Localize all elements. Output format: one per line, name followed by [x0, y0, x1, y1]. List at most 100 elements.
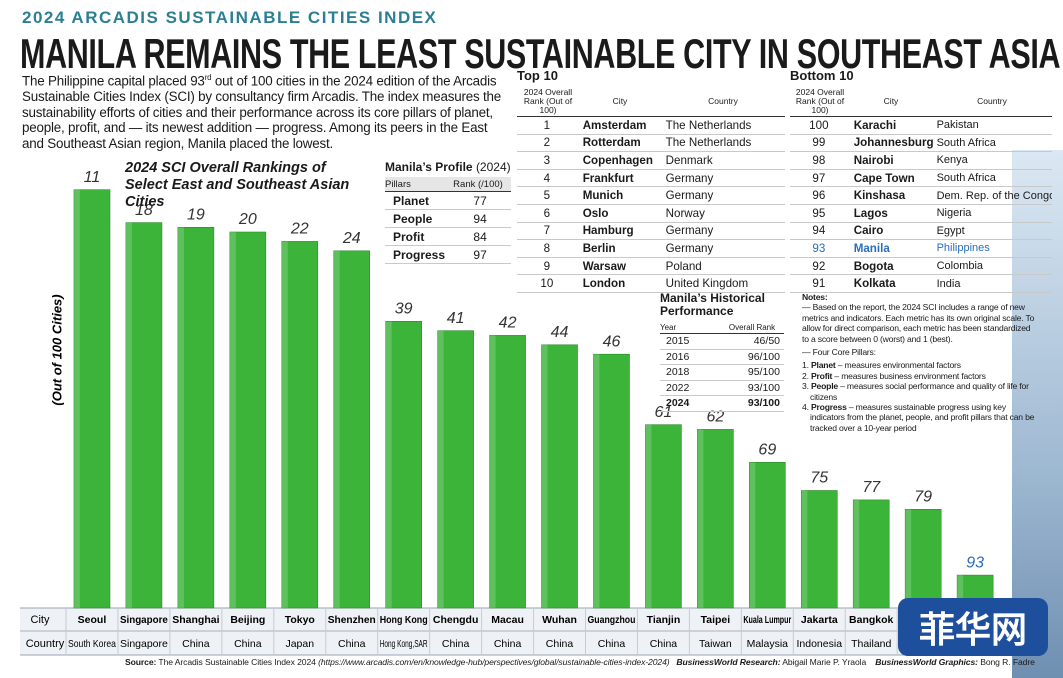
bar: [697, 429, 734, 609]
cell: Nigeria: [936, 207, 972, 220]
table-row: 1 Amsterdam The Netherlands: [517, 117, 785, 135]
table-row: 8 Berlin Germany: [517, 240, 785, 258]
pillar-desc: – measures social performance and qualit…: [810, 381, 1029, 402]
cell: 9: [543, 259, 551, 273]
column-header: 2024 Overall Rank (Out of 100): [795, 87, 845, 115]
background-photo: [1012, 150, 1063, 678]
cell: United Kingdom: [665, 277, 749, 291]
cell: 77: [473, 193, 487, 208]
cell: Lagos: [853, 206, 888, 220]
bar-shade: [333, 250, 340, 609]
cell: Germany: [665, 241, 714, 255]
headline: MANILA REMAINS THE LEAST SUSTAINABLE CIT…: [20, 30, 1061, 77]
value-label: 46: [603, 333, 621, 350]
bar: [852, 499, 890, 609]
pillar-note: 2. Profit – measures business environmen…: [802, 371, 1038, 381]
cell: 5: [543, 189, 551, 203]
table-title: Manila’s Historical Performance: [660, 292, 784, 318]
cell: India: [936, 277, 961, 290]
value-label: 11: [84, 169, 101, 186]
cell: Manila: [853, 241, 890, 255]
value-label: 62: [706, 409, 724, 426]
bar: [281, 241, 319, 609]
value-label: 22: [290, 221, 309, 238]
cell: Kinshasa: [853, 189, 906, 203]
pillar-desc: – measures sustainable progress using ke…: [810, 402, 1035, 433]
country-label: Malaysia: [747, 638, 789, 650]
country-label: China: [338, 638, 366, 650]
cell: 93: [812, 241, 826, 255]
cell: Warsaw: [582, 259, 627, 273]
bar: [749, 461, 786, 609]
table-row: Planet 77: [385, 192, 511, 210]
pillar-note: 4. Progress – measures sustainable progr…: [802, 402, 1038, 433]
value-label: 19: [187, 207, 205, 224]
city-label: Chengdu: [433, 614, 479, 626]
column-header: Overall Rank: [728, 322, 776, 332]
cell: Nairobi: [853, 153, 894, 167]
bar-shade: [645, 424, 652, 608]
cell: Colombia: [936, 260, 984, 273]
table-row: 93 Manila Philippines: [790, 240, 1052, 258]
cell: 46/50: [753, 335, 780, 348]
cell: Bogota: [853, 259, 894, 273]
table-title: Manila’s Profile (2024): [385, 160, 511, 174]
value-label: 24: [342, 230, 361, 247]
table-row: 9 Warsaw Poland: [517, 258, 785, 276]
table-row: 10 London United Kingdom: [517, 275, 785, 293]
table-row: 7 Hamburg Germany: [517, 223, 785, 241]
title-text: Bottom 10: [790, 68, 854, 83]
cell: Copenhagen: [582, 153, 653, 167]
graphics: Bong R. Fadre: [977, 657, 1035, 667]
value-label: 79: [914, 489, 932, 506]
cell: The Netherlands: [665, 118, 752, 132]
cell: Oslo: [582, 206, 609, 220]
bar-shade: [749, 462, 756, 608]
cell: Munich: [582, 189, 624, 203]
kicker: 2024 ARCADIS SUSTAINABLE CITIES INDEX: [22, 8, 438, 27]
bar: [541, 344, 578, 609]
country-label: China: [598, 638, 626, 650]
bar-shade: [801, 490, 808, 608]
value-label: 39: [395, 301, 413, 318]
value-label: 42: [499, 315, 517, 332]
watermark: 菲华网: [898, 598, 1048, 656]
pillar-num: 2.: [802, 370, 809, 381]
cell: 2022: [666, 381, 690, 394]
cell: 96: [812, 189, 826, 203]
bar-shade: [905, 509, 912, 608]
cell: Dem. Rep. of the Congo: [936, 189, 1052, 202]
bar-shade: [853, 499, 860, 608]
country-label: Japan: [285, 638, 314, 650]
table-row: 92 Bogota Colombia: [790, 258, 1052, 276]
pillar-num: 4.: [802, 402, 809, 413]
city-label: Bangkok: [849, 614, 894, 626]
country-label: China: [494, 638, 522, 650]
bar: [333, 250, 371, 609]
cell: Kenya: [936, 154, 968, 167]
source-label: Source:: [125, 657, 157, 667]
value-label: 93: [966, 554, 984, 571]
source-url: (https://www.arcadis.com/en/knowledge-hu…: [318, 657, 670, 667]
footer: Source: The Arcadis Sustainable Cities I…: [125, 657, 1035, 667]
source: The Arcadis Sustainable Cities Index 202…: [156, 657, 319, 667]
bar-shade: [437, 330, 444, 608]
cell: 96/100: [747, 350, 780, 363]
country-label: China: [650, 638, 678, 650]
table-title: Bottom 10: [790, 68, 1052, 83]
cell: Germany: [665, 224, 714, 238]
country-label: China: [546, 638, 574, 650]
header-row: Year Overall Rank: [660, 321, 784, 334]
cell: Pakistan: [936, 119, 979, 132]
cell: 3: [543, 153, 551, 167]
table-row: 2 Rotterdam The Netherlands: [517, 135, 785, 153]
bar-shade: [177, 227, 184, 609]
column-header: Year: [660, 322, 677, 332]
intro-text: The Philippine capital placed 93: [22, 73, 205, 89]
cell: Germany: [665, 171, 714, 185]
table-row: 98 Nairobi Kenya: [790, 152, 1052, 170]
intro: The Philippine capital placed 93rd out o…: [22, 70, 508, 151]
header-row: 2024 Overall Rank (Out of 100) City Countr…: [790, 86, 1052, 117]
notes: Notes: — Based on the report, the 2024 SC…: [802, 292, 1038, 433]
